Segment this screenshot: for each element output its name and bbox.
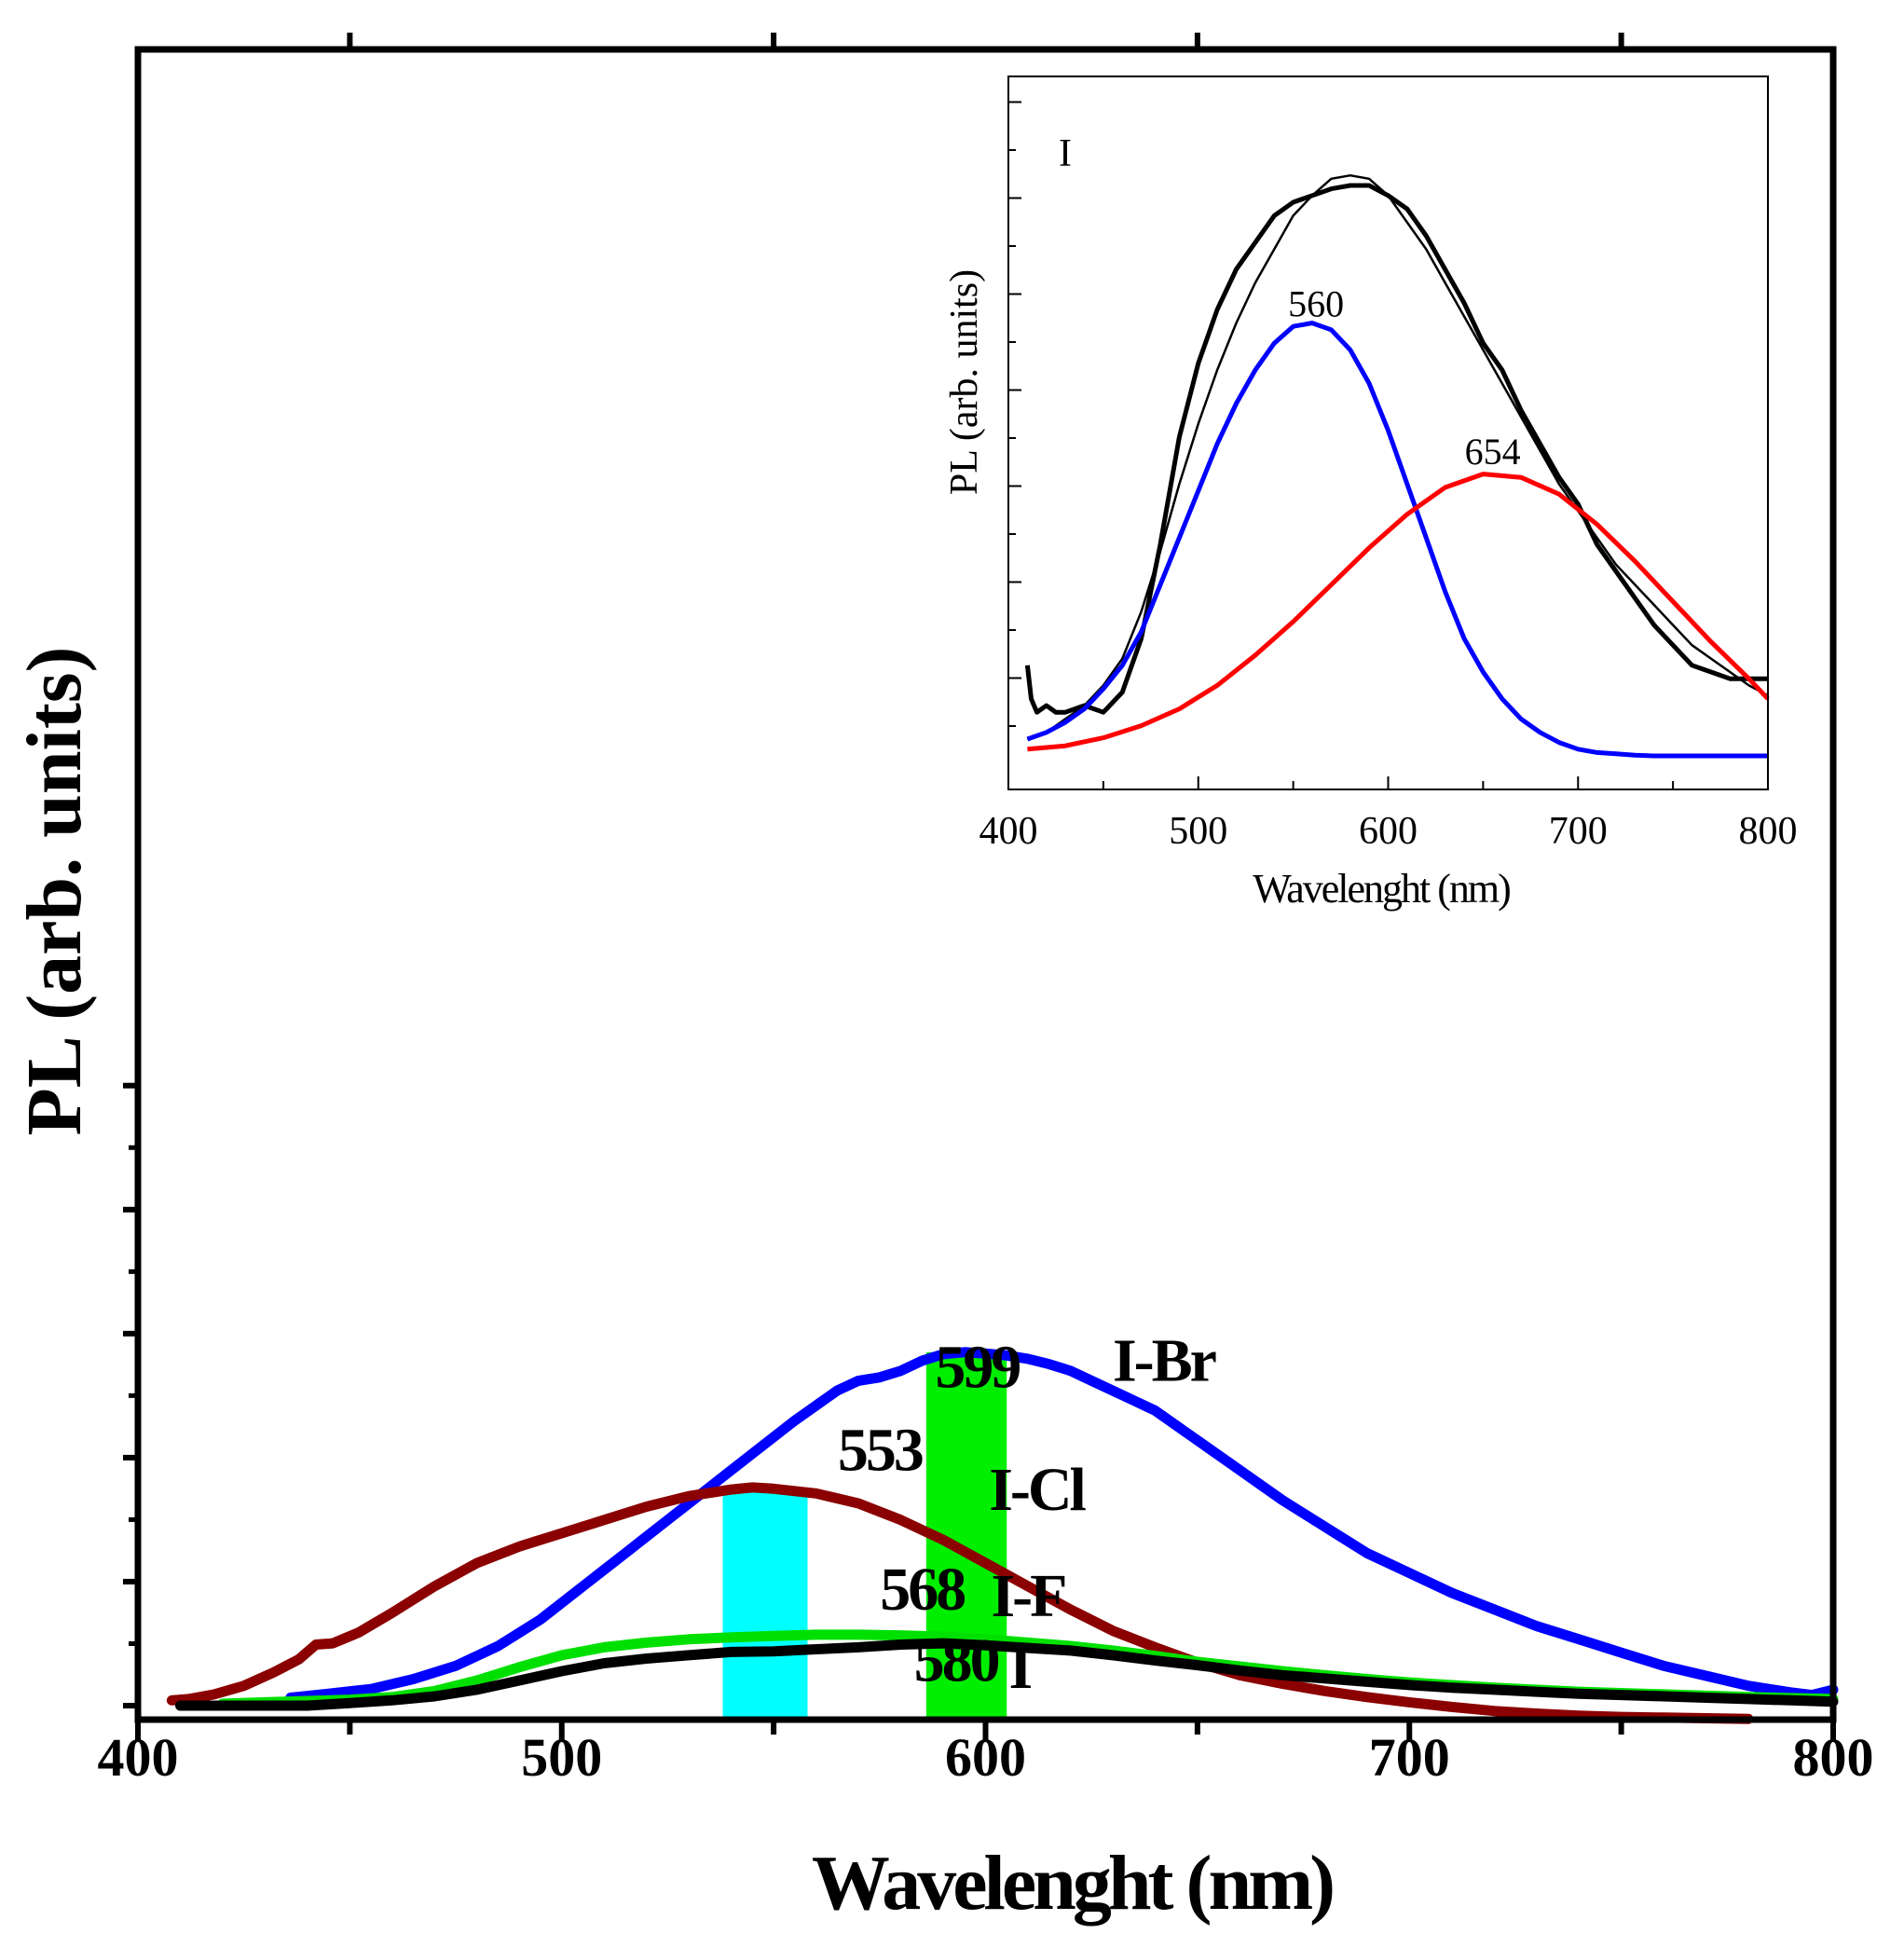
inset-y-axis-label: PL (arb. units) bbox=[943, 269, 986, 495]
inset-series-line-peak-654 bbox=[1027, 472, 1770, 752]
inset-chart: 400 500 600 700 800 560 654 I Wavelenght (nm)… bbox=[943, 75, 1798, 912]
annotation-i-cl: I-Cl bbox=[989, 1456, 1086, 1524]
inset-annotation-560: 560 bbox=[1288, 282, 1344, 324]
inset-series-line-peak-560 bbox=[1026, 321, 1768, 759]
series-line-i-br bbox=[285, 1347, 1839, 1703]
annotation-i: I bbox=[1009, 1634, 1032, 1702]
main-x-tick-labels: 400 500 600 700 800 bbox=[98, 1727, 1874, 1788]
inset-annotations: 560 654 bbox=[1288, 282, 1520, 472]
inset-x-axis-label: Wavelenght (nm) bbox=[1253, 866, 1510, 912]
x-tick-label: 700 bbox=[1369, 1727, 1450, 1788]
inset-x-tick-label: 700 bbox=[1549, 810, 1608, 853]
highlight-band-1 bbox=[722, 1489, 808, 1717]
x-tick-label: 400 bbox=[98, 1727, 179, 1788]
inset-title: I bbox=[1059, 132, 1072, 175]
x-tick-label: 600 bbox=[945, 1727, 1026, 1788]
main-y-axis-label: PL (arb. units) bbox=[11, 646, 98, 1135]
inset-annotation-654: 654 bbox=[1465, 431, 1521, 473]
main-series-group bbox=[166, 1347, 1839, 1724]
annotation-568: 568 bbox=[880, 1556, 965, 1624]
annotation-599: 599 bbox=[935, 1333, 1020, 1401]
inset-x-tick-labels: 400 500 600 700 800 bbox=[979, 810, 1798, 853]
inset-ticks bbox=[1007, 101, 1769, 789]
inset-x-tick-label: 600 bbox=[1359, 810, 1418, 853]
series-line-i bbox=[175, 1638, 1839, 1711]
annotation-i-br: I-Br bbox=[1113, 1326, 1216, 1394]
x-tick-label: 500 bbox=[521, 1727, 602, 1788]
inset-x-tick-label: 400 bbox=[979, 810, 1038, 853]
inset-series-group bbox=[1024, 173, 1770, 759]
inset-series-line-fit-sum bbox=[1026, 173, 1769, 741]
annotation-i-f: I-F bbox=[991, 1562, 1065, 1630]
annotation-553: 553 bbox=[838, 1416, 923, 1484]
inset-x-tick-label: 500 bbox=[1169, 810, 1227, 853]
inset-series-line-experimental bbox=[1024, 183, 1768, 715]
annotation-580: 580 bbox=[914, 1627, 999, 1695]
inset-x-tick-label: 800 bbox=[1739, 810, 1798, 853]
series-line-i-cl bbox=[166, 1482, 1754, 1724]
x-tick-label: 800 bbox=[1793, 1727, 1874, 1788]
main-x-axis-label: Wavelenght (nm) bbox=[812, 1840, 1333, 1927]
main-ticks bbox=[123, 33, 1836, 1742]
